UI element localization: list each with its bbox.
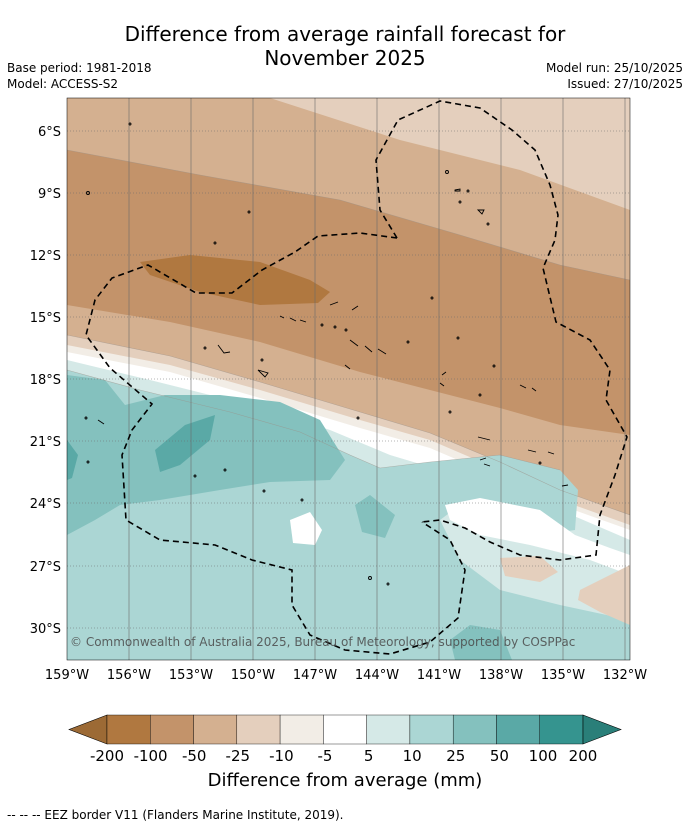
- colorbar-swatch: [279, 714, 324, 745]
- colorbar-swatch: [150, 714, 194, 745]
- lon-label: 156°W: [107, 668, 151, 683]
- issued-date: Issued: 27/10/2025: [567, 77, 683, 91]
- lat-label: 18°S: [30, 373, 61, 388]
- rainfall-anomaly-field: © Commonwealth of Australia 2025, Bureau…: [67, 98, 630, 660]
- map-title: Difference from average rainfall forecas…: [0, 22, 690, 70]
- colorbar-tick: 10: [403, 747, 422, 765]
- lon-label: 132°W: [603, 668, 647, 683]
- colorbar-swatch: [323, 714, 367, 745]
- colorbar-tick: 50: [490, 747, 509, 765]
- model-name: Model: ACCESS-S2: [7, 77, 119, 91]
- island-outlines: [84, 122, 569, 586]
- lat-label: 30°S: [30, 622, 61, 637]
- map-frame: [66, 97, 631, 661]
- lon-label: 135°W: [541, 668, 585, 683]
- latitude-labels: 6°S 9°S 12°S 15°S 18°S 21°S 24°S 27°S 30…: [30, 125, 61, 637]
- colorbar-tick: -25: [226, 747, 251, 765]
- lon-label: 150°W: [231, 668, 275, 683]
- colorbar-swatches: [68, 714, 622, 745]
- colorbar-swatch: [236, 714, 281, 745]
- title-line-1: Difference from average rainfall forecas…: [124, 22, 566, 46]
- colorbar-swatch: [366, 714, 411, 745]
- colorbar-swatch: [539, 714, 584, 745]
- colorbar-tick: -200: [90, 747, 124, 765]
- colorbar-swatch: [452, 714, 497, 745]
- parallel-lines: [67, 130, 630, 629]
- lat-label: 21°S: [30, 435, 61, 450]
- colorbar-tick: 100: [529, 747, 558, 765]
- longitude-labels: 159°W 156°W 153°W 150°W 147°W 144°W 141°…: [45, 668, 647, 683]
- colorbar-title: Difference from average (mm): [207, 770, 483, 791]
- colorbar-tick: 200: [569, 747, 598, 765]
- lat-label: 15°S: [30, 311, 61, 326]
- model-run: Model run: 25/10/2025: [545, 61, 683, 75]
- lon-label: 138°W: [479, 668, 523, 683]
- colorbar-tick: 5: [364, 747, 374, 765]
- lon-label: 144°W: [355, 668, 399, 683]
- colorbar-swatch: [496, 714, 540, 745]
- lat-label: 24°S: [30, 497, 61, 512]
- colorbar-ticks: -200 -100 -50 -25 -10 -5 5 10 25 50 100 …: [90, 747, 597, 765]
- lon-label: 147°W: [293, 668, 337, 683]
- meta-right: Model run: 25/10/2025 Issued: 27/10/2025: [546, 60, 683, 92]
- lon-label: 153°W: [169, 668, 213, 683]
- colorbar-tick: -5: [318, 747, 333, 765]
- copyright-text: © Commonwealth of Australia 2025, Bureau…: [70, 635, 575, 649]
- colorbar: -200 -100 -50 -25 -10 -5 5 10 25 50 100 …: [68, 714, 622, 765]
- colorbar-swatch: [409, 714, 454, 745]
- colorbar-tick: -50: [182, 747, 207, 765]
- lat-label: 12°S: [30, 249, 61, 264]
- colorbar-extend-high: [582, 714, 622, 745]
- title-line-2: November 2025: [264, 46, 426, 70]
- colorbar-tick: 25: [446, 747, 465, 765]
- colorbar-swatch: [106, 714, 151, 745]
- colorbar-tick: -100: [134, 747, 168, 765]
- colorbar-swatch: [193, 714, 238, 745]
- eez-legend-footnote: -- -- -- EEZ border V11 (Flanders Marine…: [7, 808, 344, 822]
- lat-label: 27°S: [30, 560, 61, 575]
- base-period: Base period: 1981-2018: [7, 61, 152, 75]
- lon-label: 159°W: [45, 668, 89, 683]
- lon-label: 141°W: [417, 668, 461, 683]
- colorbar-tick: -10: [269, 747, 294, 765]
- meta-left: Base period: 1981-2018 Model: ACCESS-S2: [7, 60, 152, 92]
- colorbar-extend-low: [68, 714, 108, 745]
- lat-label: 9°S: [38, 187, 61, 202]
- eez-borders: [85, 100, 628, 655]
- lat-label: 6°S: [38, 125, 61, 140]
